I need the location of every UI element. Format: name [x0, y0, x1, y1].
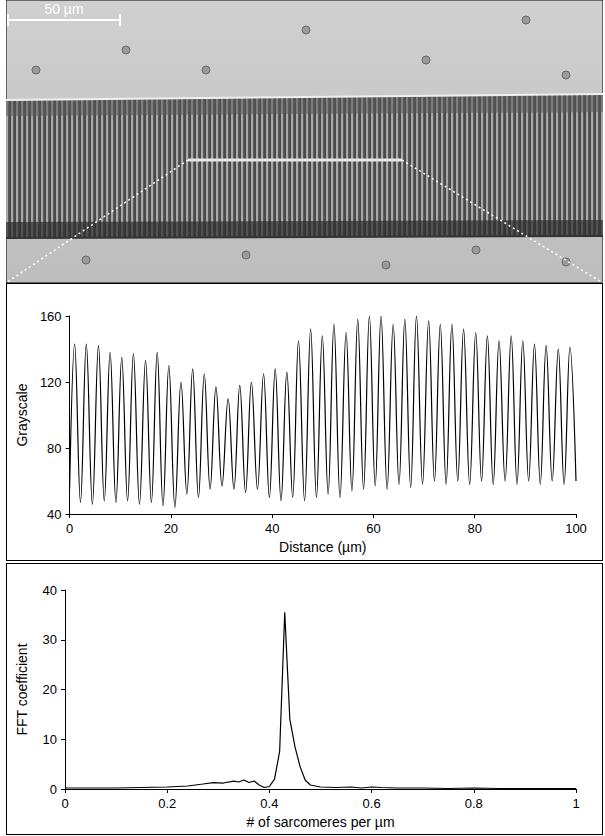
svg-text:10: 10 [43, 732, 57, 747]
svg-text:100: 100 [565, 521, 587, 536]
svg-text:0.8: 0.8 [465, 796, 483, 811]
svg-text:0.6: 0.6 [363, 796, 381, 811]
svg-text:FFT coefficient: FFT coefficient [14, 643, 30, 735]
svg-text:40: 40 [43, 583, 57, 598]
svg-text:60: 60 [366, 521, 380, 536]
svg-text:1: 1 [572, 796, 579, 811]
svg-text:80: 80 [467, 521, 481, 536]
svg-text:0: 0 [50, 782, 57, 797]
svg-text:# of sarcomeres per µm: # of sarcomeres per µm [246, 814, 394, 830]
svg-text:0.4: 0.4 [260, 796, 278, 811]
svg-text:0.2: 0.2 [158, 796, 176, 811]
svg-text:Grayscale: Grayscale [14, 383, 30, 446]
svg-text:20: 20 [164, 521, 178, 536]
svg-text:0: 0 [61, 796, 68, 811]
svg-text:30: 30 [43, 632, 57, 647]
svg-text:40: 40 [47, 507, 61, 522]
svg-text:80: 80 [47, 441, 61, 456]
svg-text:160: 160 [40, 309, 62, 324]
svg-text:0: 0 [66, 521, 73, 536]
svg-text:120: 120 [40, 375, 62, 390]
svg-text:20: 20 [43, 682, 57, 697]
svg-text:50 µm: 50 µm [44, 1, 83, 17]
svg-text:40: 40 [265, 521, 279, 536]
svg-text:Distance (µm): Distance (µm) [279, 539, 366, 555]
